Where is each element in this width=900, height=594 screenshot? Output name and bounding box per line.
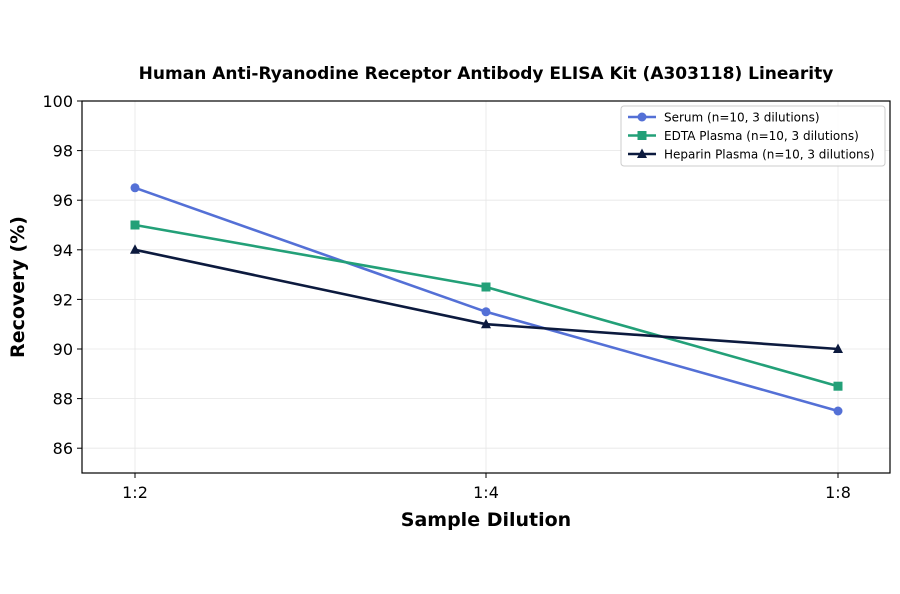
y-axis-label: Recovery (%) [7,216,29,358]
y-tick-label: 100 [42,92,73,111]
data-point [130,183,140,193]
y-tick-label: 94 [53,241,73,260]
y-tick-label: 86 [53,439,73,458]
legend-marker [637,148,647,158]
data-point [130,220,140,230]
data-point [481,318,491,329]
data-point [833,381,843,391]
x-tick-label: 1:2 [122,483,148,502]
x-axis-label: Sample Dilution [401,509,571,531]
chart-title: Human Anti-Ryanodine Receptor Antibody E… [139,64,834,84]
legend-label: Heparin Plasma (n=10, 3 dilutions) [664,148,875,162]
data-point [130,244,140,254]
legend-item: EDTA Plasma (n=10, 3 dilutions) [628,129,859,143]
y-tick-label: 92 [53,290,73,309]
series-0 [130,183,843,416]
legend-item: Heparin Plasma (n=10, 3 dilutions) [628,148,875,162]
legend: Serum (n=10, 3 dilutions) EDTA Plasma (n=… [620,105,886,167]
series-2 [130,244,843,353]
y-tick-label: 96 [53,191,73,210]
data-point [833,343,843,353]
y-tick-label: 90 [53,340,73,359]
series-lines [130,183,843,416]
x-axis-ticks: 1:2 1:4 1:8 [122,473,851,502]
y-tick-label: 88 [53,390,73,409]
series-line [134,223,839,388]
y-tick-label: 98 [53,142,73,161]
x-tick-label: 1:8 [825,483,851,502]
data-point [833,406,843,416]
legend-box [620,105,886,167]
series-1 [130,220,843,391]
data-point [481,307,491,317]
legend-label: Serum (n=10, 3 dilutions) [664,111,820,125]
data-point [481,282,491,292]
legend-label: EDTA Plasma (n=10, 3 dilutions) [664,129,859,143]
x-tick-label: 1:4 [473,483,499,502]
legend-marker [637,112,647,122]
legend-item: Serum (n=10, 3 dilutions) [628,111,820,125]
legend-marker [637,131,647,140]
y-axis-ticks: 86 88 90 92 94 96 98 100 [42,92,82,458]
